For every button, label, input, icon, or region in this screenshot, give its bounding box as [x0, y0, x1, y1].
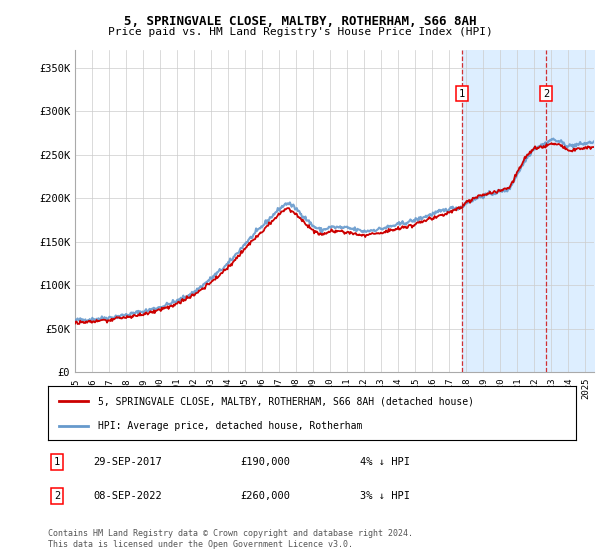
Text: 3% ↓ HPI: 3% ↓ HPI [360, 491, 410, 501]
Text: Price paid vs. HM Land Registry's House Price Index (HPI): Price paid vs. HM Land Registry's House … [107, 27, 493, 37]
Text: 1: 1 [459, 89, 465, 99]
Text: 2: 2 [543, 89, 550, 99]
Text: 5, SPRINGVALE CLOSE, MALTBY, ROTHERHAM, S66 8AH (detached house): 5, SPRINGVALE CLOSE, MALTBY, ROTHERHAM, … [98, 396, 474, 407]
Text: HPI: Average price, detached house, Rotherham: HPI: Average price, detached house, Roth… [98, 421, 362, 431]
Text: 2: 2 [54, 491, 60, 501]
Text: 1: 1 [54, 457, 60, 467]
Text: 4% ↓ HPI: 4% ↓ HPI [360, 457, 410, 467]
Text: 08-SEP-2022: 08-SEP-2022 [93, 491, 162, 501]
Text: 29-SEP-2017: 29-SEP-2017 [93, 457, 162, 467]
Text: 5, SPRINGVALE CLOSE, MALTBY, ROTHERHAM, S66 8AH: 5, SPRINGVALE CLOSE, MALTBY, ROTHERHAM, … [124, 15, 476, 27]
Text: Contains HM Land Registry data © Crown copyright and database right 2024.
This d: Contains HM Land Registry data © Crown c… [48, 529, 413, 549]
Text: £260,000: £260,000 [240, 491, 290, 501]
Text: £190,000: £190,000 [240, 457, 290, 467]
